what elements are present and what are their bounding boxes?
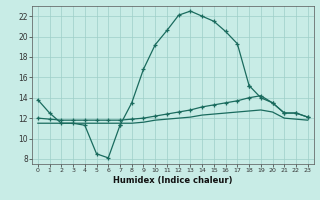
X-axis label: Humidex (Indice chaleur): Humidex (Indice chaleur) [113, 176, 233, 185]
